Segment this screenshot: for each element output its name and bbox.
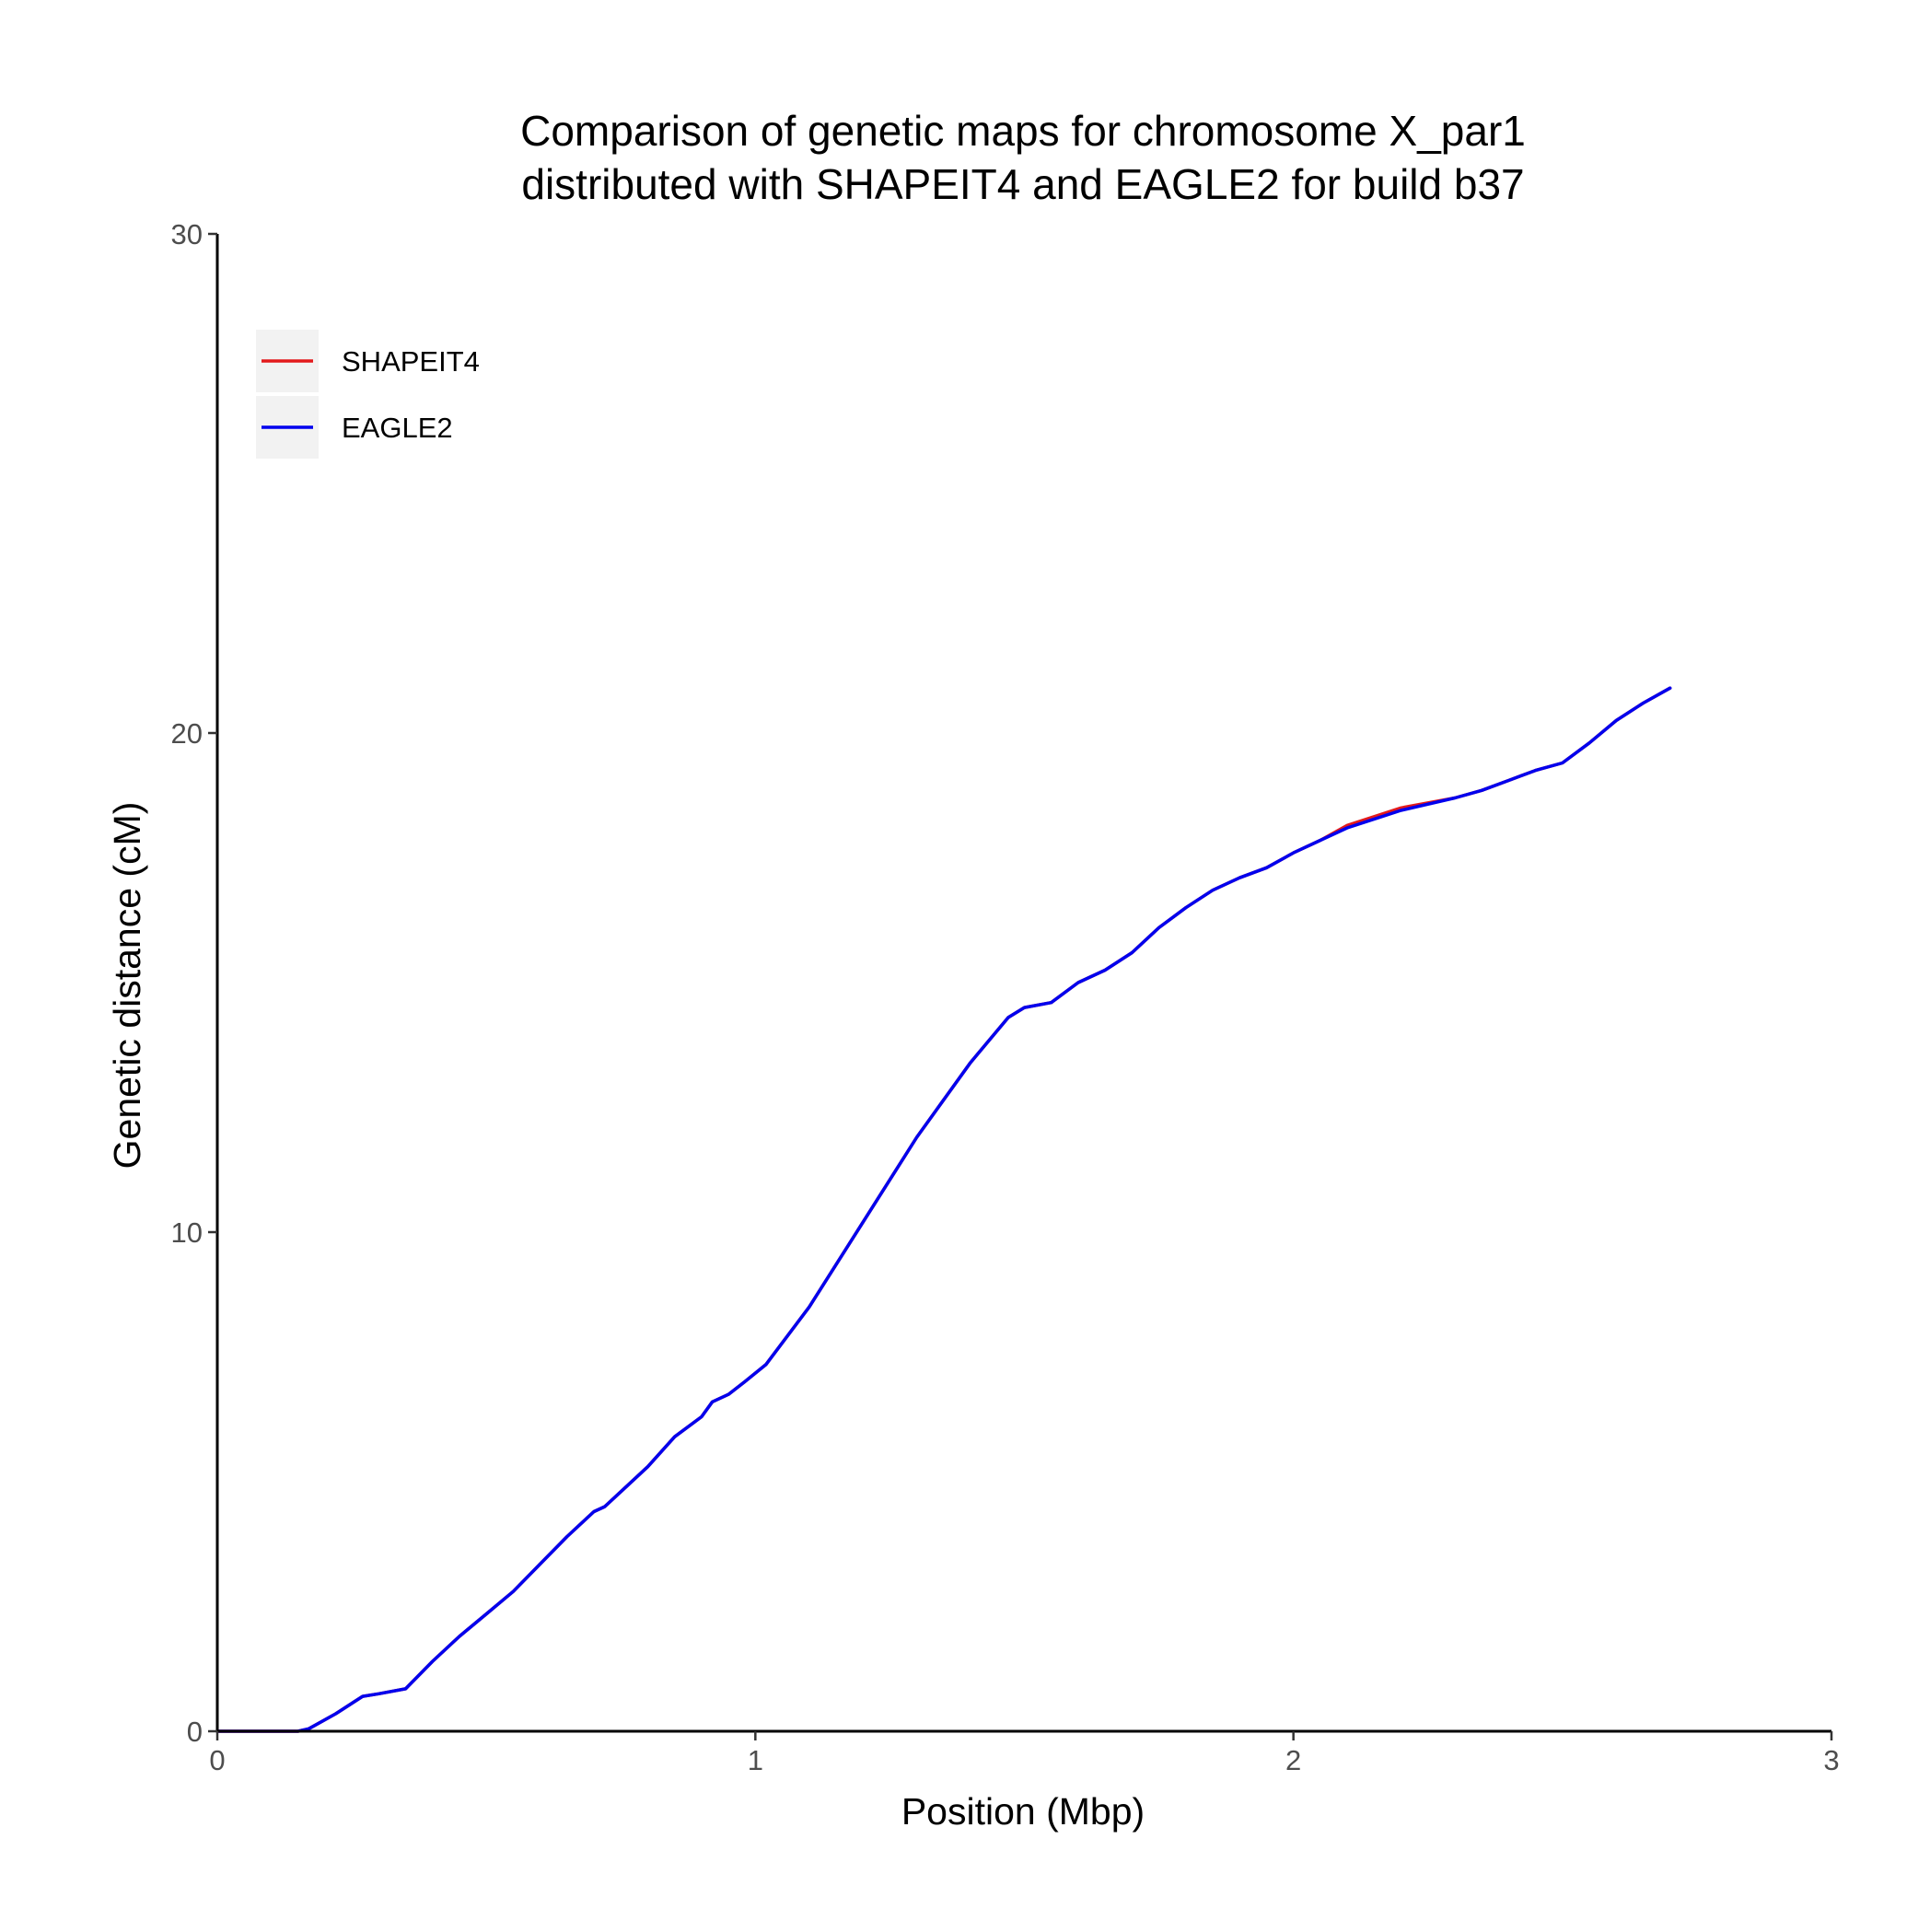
y-axis-ticks: 0 10 20 30 [171, 218, 217, 1748]
chart-title-line-2: distributed with SHAPEIT4 and EAGLE2 for… [521, 160, 1524, 208]
y-tick-label: 10 [171, 1216, 203, 1249]
x-axis-title: Position (Mbp) [901, 1790, 1145, 1833]
series-lines [215, 686, 1672, 1733]
x-tick-label: 0 [209, 1744, 225, 1776]
x-axis-ticks: 0 1 2 3 [209, 1731, 1840, 1776]
x-tick-label: 3 [1823, 1744, 1839, 1776]
y-tick-label: 0 [187, 1716, 203, 1748]
axes [215, 234, 1831, 1733]
chart-title-line-1: Comparison of genetic maps for chromosom… [520, 107, 1526, 155]
chart-title: Comparison of genetic maps for chromosom… [520, 107, 1526, 208]
legend-label-eagle2: EAGLE2 [342, 412, 453, 444]
x-tick-label: 2 [1285, 1744, 1301, 1776]
y-axis-title: Genetic distance (cM) [106, 802, 148, 1170]
legend-label-shapeit4: SHAPEIT4 [342, 345, 480, 378]
series-line-shapeit4 [215, 686, 1672, 1733]
y-tick-label: 20 [171, 717, 203, 750]
legend: SHAPEIT4 EAGLE2 [256, 330, 480, 459]
series-line-eagle2 [215, 686, 1672, 1733]
x-tick-label: 1 [748, 1744, 763, 1776]
y-tick-label: 30 [171, 218, 203, 250]
